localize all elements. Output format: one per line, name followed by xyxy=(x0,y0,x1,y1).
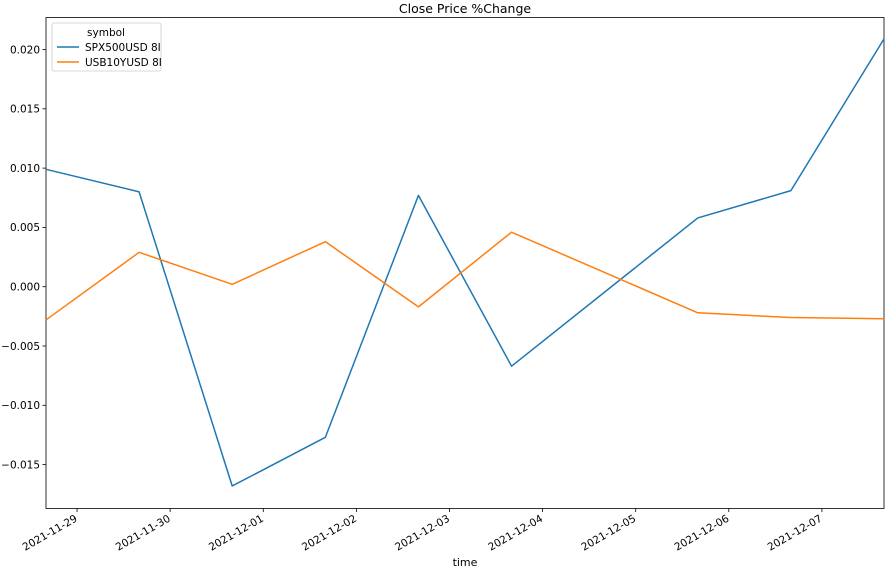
x-tick-label: 2021-11-29 xyxy=(21,513,80,554)
x-tick-label: 2021-12-05 xyxy=(579,513,638,554)
legend-box xyxy=(51,22,162,72)
legend-label: USB10YUSD 8I xyxy=(85,57,162,69)
y-tick-label: 0.020 xyxy=(10,44,40,56)
y-tick-label: −0.005 xyxy=(1,341,40,353)
x-tick-label: 2021-12-07 xyxy=(766,513,825,554)
legend-title: symbol xyxy=(87,27,125,39)
y-tick-label: 0.015 xyxy=(10,104,40,116)
y-tick-label: −0.015 xyxy=(1,459,40,471)
plot-frame xyxy=(45,17,885,509)
series-layer xyxy=(45,38,885,487)
legend: symbol SPX500USD 8I USB10YUSD 8I xyxy=(51,22,162,72)
x-tick-label: 2021-12-06 xyxy=(672,513,731,554)
series-line-2 xyxy=(45,231,885,321)
x-tick-label: 2021-12-04 xyxy=(486,513,545,554)
x-axis-label: time xyxy=(453,556,478,569)
series-line-1 xyxy=(45,38,885,487)
x-tick-label: 2021-12-03 xyxy=(393,513,452,554)
x-tick-label: 2021-12-01 xyxy=(207,513,266,554)
y-axis: 0.020 0.015 0.010 0.005 0.000 −0.005 −0.010 −0.… xyxy=(1,44,46,471)
chart-title: Close Price %Change xyxy=(399,1,532,16)
legend-label: SPX500USD 8I xyxy=(85,42,161,54)
x-tick-label: 2021-12-02 xyxy=(300,513,359,554)
y-tick-label: 0.000 xyxy=(10,282,40,294)
y-tick-label: 0.010 xyxy=(10,163,40,175)
x-tick-label: 2021-11-30 xyxy=(114,513,173,554)
plot-area xyxy=(45,17,885,509)
y-tick-label: −0.010 xyxy=(1,400,40,412)
y-tick-label: 0.005 xyxy=(10,222,40,234)
x-axis: 2021-11-29 2021-11-30 2021-12-01 2021-12-02… xyxy=(21,508,825,554)
